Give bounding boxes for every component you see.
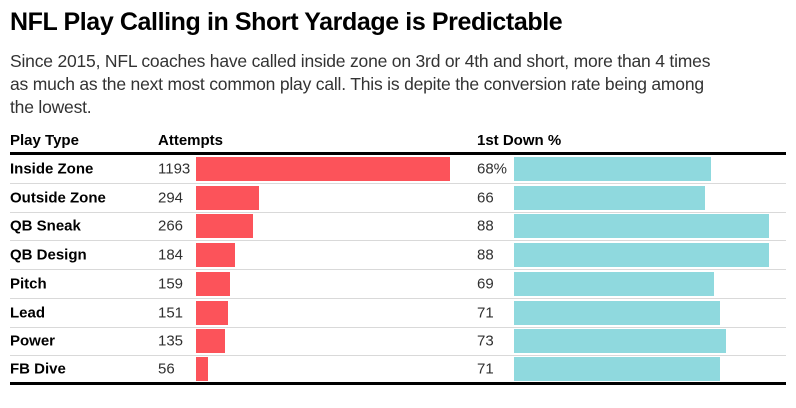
attempts-value: 266 xyxy=(158,217,184,235)
attempts-bar xyxy=(196,357,208,382)
subtitle-line-1: Since 2015, NFL coaches have called insi… xyxy=(10,51,711,71)
first-down-value: 73 xyxy=(477,332,494,350)
table-row: Pitch 159 69 xyxy=(10,270,786,299)
first-down-value: 71 xyxy=(477,304,494,322)
attempts-value: 1193 xyxy=(158,160,191,178)
first-down-bar xyxy=(514,243,769,268)
attempts-value: 184 xyxy=(158,246,184,264)
attempts-value: 151 xyxy=(158,304,184,322)
play-type-label: Outside Zone xyxy=(10,189,106,207)
play-type-label: QB Sneak xyxy=(10,217,81,235)
play-type-label: Pitch xyxy=(10,275,47,293)
first-down-value: 88 xyxy=(477,217,494,235)
subtitle-line-3: the lowest. xyxy=(10,97,92,117)
column-header-first-down: 1st Down % xyxy=(477,132,562,149)
attempts-bar xyxy=(196,329,225,354)
table-row: Inside Zone 1193 68% xyxy=(10,155,786,184)
attempts-bar xyxy=(196,243,236,268)
table-row: QB Sneak 266 88 xyxy=(10,213,786,242)
first-down-value: 71 xyxy=(477,360,494,378)
first-down-bar xyxy=(514,185,706,210)
first-down-bar xyxy=(514,329,726,354)
attempts-bar xyxy=(196,214,253,239)
table-row: QB Design 184 88 xyxy=(10,241,786,270)
first-down-bar xyxy=(514,156,711,181)
attempts-bar xyxy=(196,300,229,325)
table-row: Outside Zone 294 66 xyxy=(10,184,786,213)
first-down-bar xyxy=(514,357,720,382)
first-down-bar xyxy=(514,271,714,296)
table-row: FB Dive 56 71 xyxy=(10,356,786,385)
first-down-bar xyxy=(514,214,769,239)
play-type-label: Lead xyxy=(10,304,46,322)
column-header-play-type: Play Type xyxy=(10,132,79,149)
attempts-bar xyxy=(196,185,259,210)
first-down-value: 88 xyxy=(477,246,494,264)
table-body: Inside Zone 1193 68% Outside Zone 294 66 QB Sn… xyxy=(10,155,786,385)
chart-title: NFL Play Calling in Short Yardage is Pre… xyxy=(10,8,563,36)
attempts-value: 56 xyxy=(158,360,175,378)
subtitle-line-2: as much as the next most common play cal… xyxy=(10,74,704,94)
attempts-value: 159 xyxy=(158,275,184,293)
first-down-value: 66 xyxy=(477,189,494,207)
attempts-bar xyxy=(196,156,450,181)
first-down-value: 68% xyxy=(477,160,508,178)
chart-subtitle: Since 2015, NFL coaches have called insi… xyxy=(10,50,710,119)
first-down-value: 69 xyxy=(477,275,494,293)
play-calling-table: Play Type Attempts 1st Down % Inside Zon… xyxy=(10,132,786,385)
play-type-label: FB Dive xyxy=(10,360,66,378)
play-type-label: QB Design xyxy=(10,246,87,264)
attempts-value: 294 xyxy=(158,189,184,207)
attempts-bar xyxy=(196,271,230,296)
table-row: Lead 151 71 xyxy=(10,299,786,328)
column-header-attempts: Attempts xyxy=(158,132,224,149)
table-row: Power 135 73 xyxy=(10,328,786,357)
attempts-value: 135 xyxy=(158,332,184,350)
play-type-label: Inside Zone xyxy=(10,160,94,178)
table-header-row: Play Type Attempts 1st Down % xyxy=(10,132,786,155)
play-type-label: Power xyxy=(10,332,56,350)
first-down-bar xyxy=(514,300,720,325)
